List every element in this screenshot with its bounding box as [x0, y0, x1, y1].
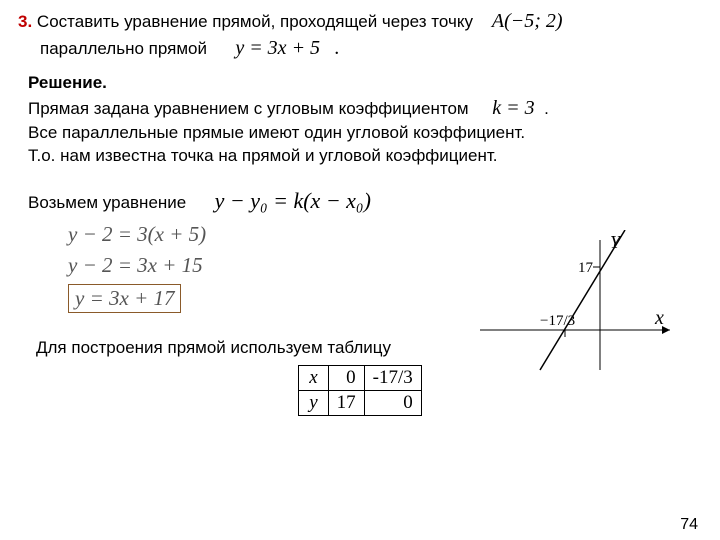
point-slope-form: y − y₀ = k(x − x₀)	[215, 188, 371, 213]
solution-line3: Т.о. нам известна точка на прямой и угло…	[18, 145, 702, 168]
slope-k: k = 3	[492, 97, 534, 119]
y-intercept-label: 17	[578, 260, 594, 276]
th-x: x	[299, 366, 328, 391]
th-y: y	[299, 391, 328, 416]
problem-number: 3.	[18, 12, 32, 31]
dot1: .	[334, 37, 339, 59]
td-x-1: -17/3	[364, 366, 421, 391]
td-y-0: 17	[328, 391, 364, 416]
points-table: x 0 -17/3 y 17 0	[298, 365, 422, 416]
td-y-1: 0	[364, 391, 421, 416]
line-graph: Y x 17 −17/3	[470, 230, 690, 380]
take-equation-text: Возьмем уравнение	[28, 193, 186, 212]
td-x-0: 0	[328, 366, 364, 391]
page-number: 74	[680, 516, 698, 534]
x-intercept-label: −17/3	[540, 313, 575, 329]
problem-text-1: Составить уравнение прямой, проходящей ч…	[37, 12, 473, 31]
x-axis-label: x	[654, 307, 664, 329]
solution-heading: Решение.	[28, 73, 107, 92]
solution-line1a: Прямая задана уравнением с угловым коэфф…	[28, 99, 469, 118]
problem-text-2: параллельно прямой	[40, 39, 207, 58]
given-equation: y = 3x + 5	[235, 37, 320, 59]
y-axis-label: Y	[610, 232, 622, 252]
eq-answer-boxed: y = 3x + 17	[68, 284, 181, 313]
point-a: A(−5; 2)	[492, 10, 563, 32]
dot2: .	[544, 99, 549, 118]
solution-line2: Все параллельные прямые имеют один углов…	[18, 122, 702, 145]
